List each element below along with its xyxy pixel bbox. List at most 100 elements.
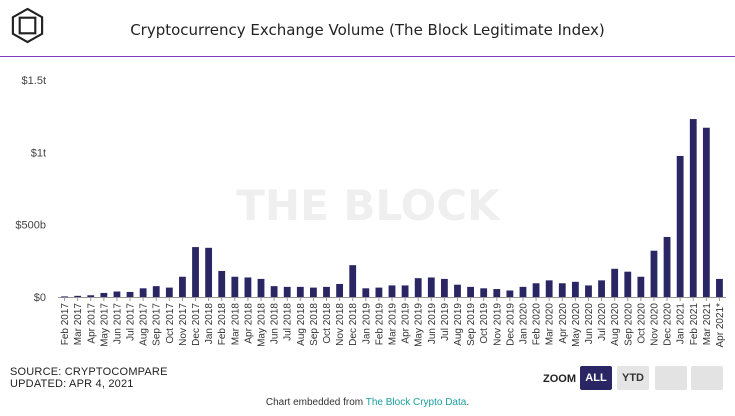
bar[interactable] [192, 247, 199, 297]
bar[interactable] [401, 285, 409, 297]
x-tick-label: May 2018 [257, 303, 268, 347]
embed-credit-prefix: Chart embedded from [265, 397, 366, 408]
x-tick-label: Jun 2017 [112, 303, 123, 345]
x-tick-label: Jan 2019 [361, 303, 372, 345]
bar[interactable] [676, 155, 684, 297]
bar[interactable] [74, 295, 82, 297]
x-tick-label: Jun 2018 [270, 303, 281, 345]
bar[interactable] [702, 127, 710, 298]
bar[interactable] [637, 276, 645, 297]
bar[interactable] [100, 292, 108, 297]
bar[interactable] [113, 291, 121, 298]
x-tick-label: Apr 2017 [86, 303, 97, 344]
x-tick-label: Mar 2017 [73, 303, 84, 346]
x-tick-label: Nov 2018 [335, 303, 346, 346]
x-tick-label: Apr 2018 [243, 303, 254, 344]
zoom-option-button[interactable] [655, 366, 687, 390]
bar[interactable] [218, 270, 226, 297]
bar[interactable] [414, 278, 422, 297]
bar[interactable] [611, 268, 619, 297]
x-tick-label: Dec 2020 [663, 303, 674, 346]
bar[interactable] [205, 247, 213, 297]
bar[interactable] [532, 283, 540, 297]
bar[interactable] [349, 265, 357, 297]
bar[interactable] [598, 280, 605, 297]
bar[interactable] [427, 277, 435, 297]
x-tick-label: Mar 2019 [388, 303, 399, 346]
x-tick-label: Jan 2020 [518, 303, 529, 345]
chart-title: Cryptocurrency Exchange Volume (The Bloc… [130, 21, 605, 39]
zoom-ytd-button[interactable]: YTD [617, 366, 649, 390]
updated-line: UPDATED: APR 4, 2021 [10, 378, 134, 390]
y-tick-label: $500b [15, 220, 46, 232]
bar[interactable] [139, 288, 147, 297]
x-tick-label: Aug 2018 [296, 303, 307, 346]
bar[interactable] [558, 283, 566, 297]
bar[interactable] [61, 296, 68, 298]
zoom-all-button[interactable]: ALL [580, 366, 612, 390]
bar[interactable] [179, 276, 186, 297]
bar[interactable] [152, 286, 160, 297]
x-tick-label: Dec 2017 [191, 303, 202, 346]
zoom-label: ZOOM [543, 373, 576, 385]
x-tick-label: Oct 2019 [479, 303, 490, 344]
x-tick-label: Jul 2020 [597, 303, 608, 341]
bar[interactable] [506, 290, 514, 297]
title-divider [0, 56, 735, 57]
bar[interactable] [388, 285, 396, 297]
x-tick-label: Sep 2020 [623, 303, 634, 346]
bar[interactable] [362, 288, 370, 297]
x-tick-label: Jan 2018 [204, 303, 215, 345]
x-tick-label: Nov 2020 [649, 303, 660, 346]
bar[interactable] [231, 276, 239, 297]
x-tick-label: Nov 2017 [178, 303, 189, 346]
bar[interactable] [689, 119, 697, 297]
x-tick-label: Aug 2020 [610, 303, 621, 346]
bar[interactable] [165, 287, 173, 297]
x-tick-label: Jun 2020 [584, 303, 595, 345]
bar[interactable] [270, 286, 278, 297]
x-tick-label: Dec 2018 [348, 303, 359, 346]
bar[interactable] [585, 285, 592, 297]
x-tick-label: Mar 2018 [230, 303, 241, 346]
x-tick-label: Apr 2019 [401, 303, 412, 344]
bar[interactable] [296, 286, 304, 297]
zoom-option-button[interactable] [691, 366, 723, 390]
bar[interactable] [323, 286, 330, 297]
bar[interactable] [126, 291, 134, 297]
bar[interactable] [480, 288, 488, 297]
bar[interactable] [545, 280, 553, 297]
bar[interactable] [257, 278, 265, 297]
y-tick-label: $0 [34, 292, 46, 304]
bar[interactable] [624, 271, 632, 297]
bar[interactable] [716, 278, 723, 297]
bars-group [61, 119, 723, 298]
bar[interactable] [493, 289, 501, 297]
bar[interactable] [454, 284, 461, 297]
watermark: THE BLOCK [236, 181, 501, 230]
bar[interactable] [336, 283, 344, 297]
bar[interactable] [440, 278, 448, 297]
bar[interactable] [375, 287, 383, 297]
bar[interactable] [283, 286, 291, 297]
bar[interactable] [244, 277, 252, 297]
bar[interactable] [663, 236, 671, 297]
bar[interactable] [310, 287, 317, 297]
x-tick-label: Mar 2021 [702, 303, 713, 346]
y-axis: $0 $500b $1t $1.5t [15, 75, 46, 304]
x-tick-label: Oct 2017 [165, 303, 176, 344]
bar[interactable] [650, 250, 658, 297]
bar[interactable] [571, 281, 579, 297]
x-tick-label: Jun 2019 [427, 303, 438, 345]
x-tick-label: Mar 2020 [545, 303, 556, 346]
bar[interactable] [87, 295, 95, 297]
the-block-logo-icon [11, 7, 44, 44]
bar[interactable] [519, 286, 527, 297]
source-note: SOURCE: CRYPTOCOMPARE UPDATED: APR 4, 20… [10, 366, 168, 390]
block-data-link[interactable]: The Block Crypto Data [365, 397, 467, 408]
bar-chart: THE BLOCK $0$500b$1t$1.5t Feb 2017 Mar 20… [15, 75, 726, 347]
x-tick-label: Sep 2017 [152, 303, 163, 346]
bar[interactable] [467, 286, 474, 297]
x-tick-label: Oct 2020 [636, 303, 647, 344]
x-tick-label: Feb 2017 [60, 303, 71, 346]
